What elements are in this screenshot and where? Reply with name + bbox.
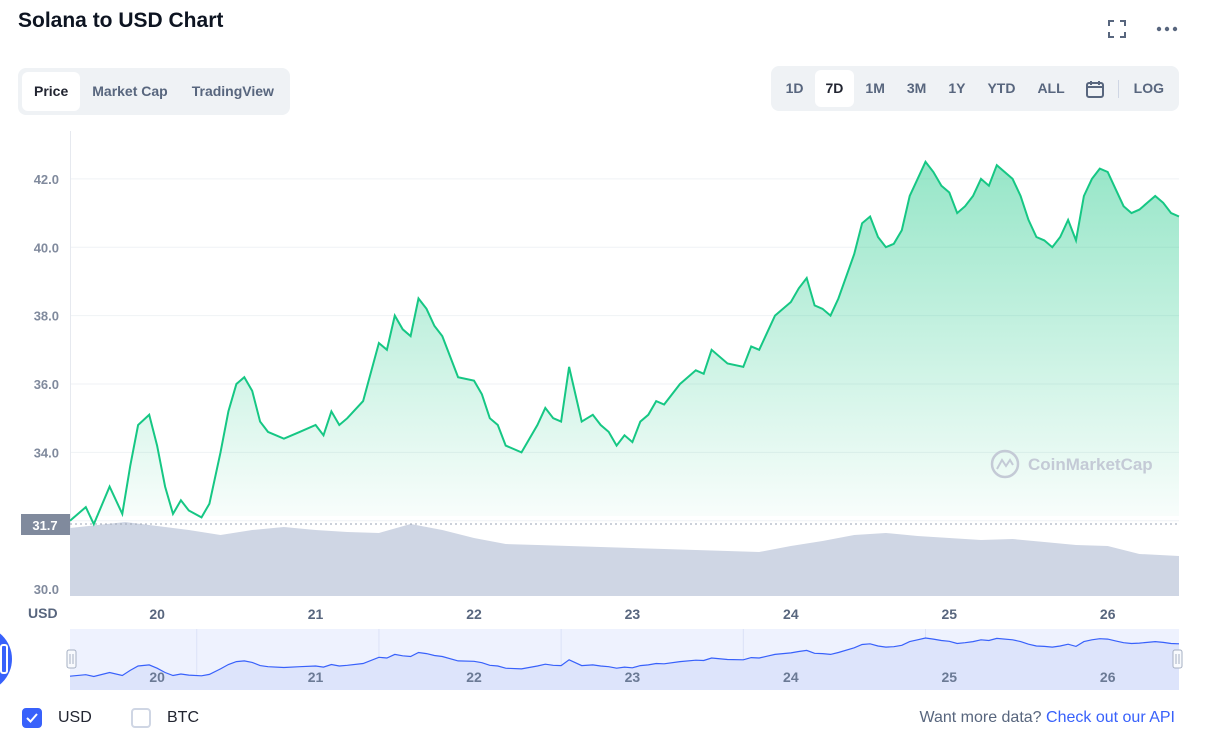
range-1y[interactable]: 1Y xyxy=(948,80,966,96)
x-tick-label: 20 xyxy=(149,606,165,622)
price-series xyxy=(69,159,1180,527)
tab-market-cap[interactable]: Market Cap xyxy=(92,83,168,99)
range-1m[interactable]: 1M xyxy=(865,80,885,96)
usd-checkbox[interactable]: USD xyxy=(22,708,92,728)
y-tick-label: 34.0 xyxy=(34,445,59,460)
fullscreen-icon[interactable] xyxy=(1104,18,1130,40)
navigator-tick-label: 22 xyxy=(466,669,482,685)
tab-tradingview[interactable]: TradingView xyxy=(191,83,274,99)
usd-label: USD xyxy=(58,709,92,726)
navigator-line xyxy=(69,637,1180,678)
navigator-handle-right[interactable] xyxy=(1172,649,1183,669)
price-area xyxy=(70,161,1179,525)
x-tick-label: 26 xyxy=(1100,606,1116,622)
y-tick-label: 38.0 xyxy=(34,309,59,324)
navigator-tick-label: 26 xyxy=(1100,669,1116,685)
btc-label: BTC xyxy=(167,709,199,726)
top-icons xyxy=(1104,18,1180,40)
price-line xyxy=(69,159,1180,527)
navigator-tick-label: 21 xyxy=(308,669,324,685)
range-all[interactable]: ALL xyxy=(1037,80,1065,96)
navigator: 20 21 22 23 24 25 26 xyxy=(66,629,1183,690)
navigator-tick-label: 20 xyxy=(149,669,165,685)
more-horizontal-icon[interactable] xyxy=(1154,18,1180,40)
calendar-icon[interactable] xyxy=(1076,70,1114,107)
range-7d[interactable]: 7D xyxy=(814,70,855,107)
range-3m[interactable]: 3M xyxy=(906,80,927,96)
coinmarketcap-logo-icon xyxy=(990,449,1020,479)
range-1d[interactable]: 1D xyxy=(785,80,804,96)
view-tabs: Price Market Cap TradingView xyxy=(18,68,290,115)
watermark: CoinMarketCap xyxy=(990,449,1153,479)
y-tick-label: 40.0 xyxy=(34,240,59,255)
currency-label: USD xyxy=(28,605,58,621)
x-tick-label: 21 xyxy=(308,606,324,622)
api-promo: Want more data? Check out our API xyxy=(919,709,1175,727)
footer: USD BTC Want more data? Check out our AP… xyxy=(0,705,1206,733)
navigator-handle-left[interactable] xyxy=(66,649,77,669)
y-tick-label: 36.0 xyxy=(34,377,59,392)
x-axis: 20 21 22 23 24 25 26 xyxy=(149,606,1115,622)
x-tick-label: 24 xyxy=(783,606,799,622)
current-price-badge-bg xyxy=(21,514,70,535)
log-scale-button[interactable]: LOG xyxy=(1133,80,1164,96)
watermark-text: CoinMarketCap xyxy=(1028,455,1153,474)
range-divider xyxy=(1117,79,1119,98)
api-promo-text: Want more data? xyxy=(919,709,1042,726)
volume-series xyxy=(70,522,1179,596)
current-price-badge: 31.7 xyxy=(21,514,70,535)
volume-area xyxy=(70,522,1179,596)
checkbox-checked-icon xyxy=(22,708,42,728)
navigator-tick-label: 24 xyxy=(783,669,799,685)
tab-price[interactable]: Price xyxy=(22,72,81,111)
api-link[interactable]: Check out our API xyxy=(1046,709,1175,726)
navigator-tick-label: 25 xyxy=(941,669,957,685)
range-ytd[interactable]: YTD xyxy=(987,80,1016,96)
navigator-tick-label: 23 xyxy=(625,669,641,685)
btc-checkbox[interactable]: BTC xyxy=(131,708,199,728)
y-tick-label: 30.0 xyxy=(34,582,59,597)
range-tabs: 1D 7D 1M 3M 1Y YTD ALL LOG xyxy=(770,66,1179,111)
y-tick-label: 42.0 xyxy=(34,172,59,187)
x-tick-label: 22 xyxy=(466,606,482,622)
x-tick-label: 23 xyxy=(625,606,641,622)
navigator-area xyxy=(70,638,1179,690)
checkbox-empty-icon xyxy=(131,708,151,728)
price-chart: 42.040.038.036.034.032.030.0 20212223242… xyxy=(21,131,1183,690)
current-price-label: 31.7 xyxy=(32,518,57,533)
x-tick-label: 25 xyxy=(941,606,957,622)
page-title: Solana to USD Chart xyxy=(18,9,224,32)
